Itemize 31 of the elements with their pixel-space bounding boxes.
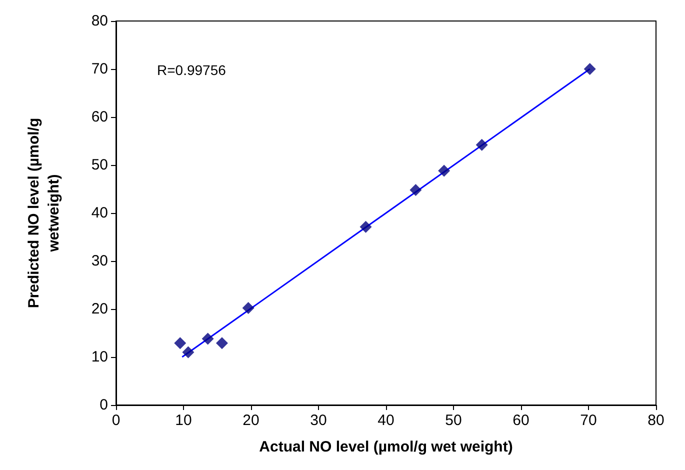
x-tick-label: 60 [512,412,530,429]
x-tick-label: 10 [175,412,192,429]
x-tick-label: 20 [242,412,260,429]
x-tick-label: 80 [648,412,664,429]
x-tick-label: 0 [112,412,120,429]
point [182,346,194,358]
y-tick-label: 60 [91,108,108,126]
y-axis-title: Predicted NO level (µmol/g wetweight) [26,118,62,308]
y-tick-label: 30 [91,252,108,270]
y-tick-label: 80 [91,12,108,30]
point [438,164,450,177]
x-tick-label: 30 [310,412,327,429]
point [410,184,422,196]
point [174,337,186,350]
y-tick-label: 20 [91,300,108,318]
y-tick-label: 40 [91,204,108,222]
annotation: R=0.99756 [157,62,226,78]
x-tick-label: 50 [445,412,462,429]
y-tick-label: 0 [100,396,108,414]
x-axis-title: Actual NO level (µmol/g wet weight) [259,438,513,456]
point [202,332,214,345]
point [584,63,596,75]
point [476,138,488,151]
point [360,220,372,233]
x-tick-label: 70 [580,412,597,429]
y-tick-label: 70 [91,60,108,78]
point [216,337,228,350]
y-tick-label: 10 [91,348,108,366]
y-tick-label: 50 [91,156,108,174]
point [242,302,254,314]
x-tick-label: 40 [378,412,394,429]
